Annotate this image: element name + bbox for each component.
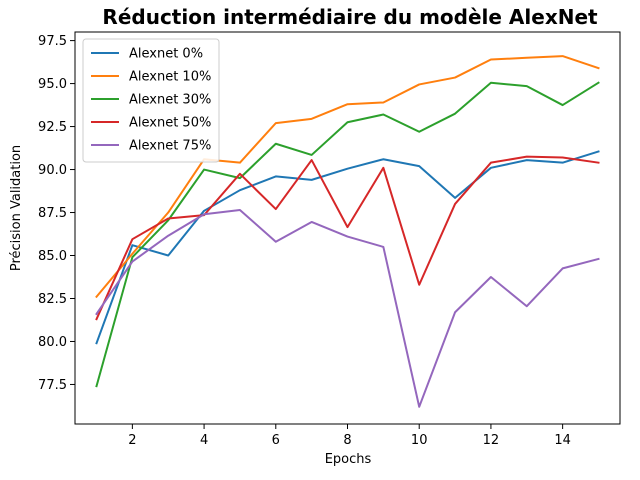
x-tick-label: 6 [272,433,280,448]
x-tick-label: 14 [554,433,571,448]
series-line-2 [95,81,600,388]
y-tick-label: 90.0 [38,163,67,178]
y-axis: 77.5 80.0 82.5 85.0 87.5 90.0 92.5 95.0 97.5 [38,34,75,393]
x-tick-label: 12 [483,433,500,448]
y-tick-label: 77.5 [38,378,67,393]
legend: Alexnet 0% Alexnet 10% Alexnet 30% Alexnet … [82,38,220,163]
plot-area [74,31,621,425]
y-tick-label: 80.0 [38,335,67,350]
x-tick-label: 4 [200,433,208,448]
series-line-1 [95,55,600,299]
legend-entry-1: Alexnet 10% [129,70,211,85]
x-tick-label: 8 [343,433,351,448]
y-axis-label: Précision Validation [9,145,24,271]
legend-entry-0: Alexnet 0% [129,47,203,62]
legend-box [82,38,220,163]
legend-entry-3: Alexnet 50% [129,116,211,131]
y-tick-label: 95.0 [38,77,67,92]
y-tick-label: 82.5 [38,292,67,307]
series-line-3 [95,155,600,321]
x-tick-label: 10 [411,433,428,448]
x-axis: 2 4 6 8 10 12 14 [128,424,571,448]
legend-entry-2: Alexnet 30% [129,93,211,108]
y-tick-label: 97.5 [38,34,67,49]
series-line-0 [95,150,600,345]
y-tick-label: 87.5 [38,206,67,221]
legend-entry-4: Alexnet 75% [129,139,211,154]
x-axis-label: Epochs [325,452,372,467]
chart-title: Réduction intermédiaire du modèle AlexNe… [102,5,598,29]
y-tick-label: 92.5 [38,120,67,135]
y-tick-label: 85.0 [38,249,67,264]
x-tick-label: 2 [128,433,136,448]
series-line-4 [95,208,600,408]
